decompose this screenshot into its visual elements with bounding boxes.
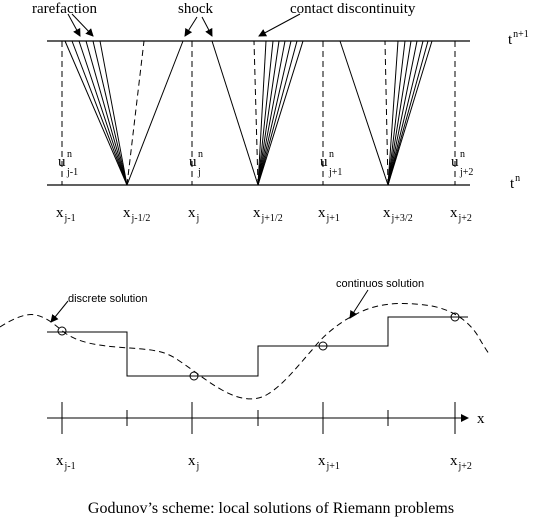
- rarefaction-ray: [257, 40, 298, 186]
- time-superscript: n: [515, 173, 520, 184]
- rarefaction-ray: [71, 40, 128, 186]
- u-label: u n j+2: [451, 149, 473, 178]
- x-label: xj-1/2: [123, 205, 150, 224]
- contact-pointer: [258, 13, 301, 37]
- x-label: xj+1: [318, 453, 340, 472]
- svg-text:u: u: [58, 154, 66, 170]
- discrete-solution-steps: [47, 316, 468, 377]
- svg-text:n: n: [67, 149, 72, 160]
- rarefaction-ray: [257, 40, 267, 186]
- label-discrete-solution: discrete solution: [68, 293, 148, 305]
- rarefaction-ray: [99, 40, 128, 186]
- shock-pointer: [201, 16, 213, 37]
- label-continuous-solution: continuos solution: [336, 278, 424, 290]
- rarefaction-ray: [78, 40, 128, 186]
- contact-line: [253, 40, 259, 186]
- u-label: u n j: [189, 149, 203, 178]
- rarefaction-ray: [257, 40, 292, 186]
- bottom-panel: discrete solution continuos solution x x…: [0, 278, 491, 472]
- x-label: xj: [188, 453, 199, 472]
- shock-line: [211, 40, 259, 186]
- wave-fan-j-1-2: [64, 40, 184, 186]
- svg-text:j+1: j+1: [328, 167, 342, 178]
- rarefaction-ray: [387, 40, 433, 186]
- rarefaction-pointer: [67, 13, 81, 37]
- x-label: xj+2: [450, 453, 472, 472]
- continuous-solution-curve: [0, 302, 491, 400]
- label-time-upper: tn+1: [508, 29, 529, 48]
- wave-fan-j+3-2: [339, 40, 433, 186]
- top-panel: rarefaction shock contact discontinuity …: [32, 1, 529, 224]
- svg-text:n: n: [460, 149, 465, 160]
- x-label: xj-1: [56, 205, 76, 224]
- sample-point: [450, 312, 460, 322]
- wave-fan-j+1-2: [211, 40, 304, 186]
- label-contact-discontinuity: contact discontinuity: [290, 1, 416, 17]
- u-label: u n j-1: [58, 149, 78, 178]
- rarefaction-ray: [92, 40, 128, 186]
- time-superscript: n+1: [513, 29, 529, 40]
- discrete-solution-pointer: [50, 300, 69, 323]
- label-time-lower: tn: [510, 173, 520, 192]
- x-label: xj+1: [318, 205, 340, 224]
- svg-text:u: u: [451, 154, 459, 170]
- rarefaction-ray: [387, 40, 424, 186]
- svg-text:u: u: [189, 154, 197, 170]
- rarefaction-ray: [387, 40, 399, 186]
- label-rarefaction: rarefaction: [32, 1, 97, 17]
- time-base: t: [510, 176, 515, 192]
- x-label: xj+2: [450, 205, 472, 224]
- x-label: xj-1: [56, 453, 76, 472]
- contact-line: [126, 40, 145, 186]
- rarefaction-ray: [257, 40, 280, 186]
- shock-line: [126, 40, 184, 186]
- sample-point: [189, 371, 199, 381]
- u-label: u n j+1: [320, 149, 342, 178]
- x-label: xj+3/2: [383, 205, 413, 224]
- rarefaction-ray: [387, 40, 418, 186]
- svg-text:j: j: [197, 167, 201, 178]
- svg-text:j+2: j+2: [459, 167, 473, 178]
- rarefaction-ray: [387, 40, 429, 186]
- sample-point: [57, 326, 67, 336]
- rarefaction-ray: [257, 40, 304, 186]
- svg-text:j-1: j-1: [66, 167, 78, 178]
- rarefaction-ray: [85, 40, 128, 186]
- rarefaction-ray: [387, 40, 406, 186]
- x-label: xj: [188, 205, 199, 224]
- shock-line: [339, 40, 389, 186]
- continuous-solution-pointer: [349, 289, 369, 319]
- svg-text:n: n: [329, 149, 334, 160]
- svg-text:u: u: [320, 154, 328, 170]
- shock-pointer: [184, 16, 198, 37]
- label-shock: shock: [178, 1, 213, 17]
- x-label: xj+1/2: [253, 205, 283, 224]
- figure-caption: Godunov’s scheme: local solutions of Rie…: [88, 500, 454, 517]
- rarefaction-ray: [257, 40, 286, 186]
- sample-point: [318, 341, 328, 351]
- rarefaction-ray: [257, 40, 274, 186]
- svg-text:n: n: [198, 149, 203, 160]
- time-base: t: [508, 32, 513, 48]
- rarefaction-ray: [64, 40, 128, 186]
- rarefaction-pointer: [71, 13, 94, 37]
- contact-line: [384, 40, 389, 186]
- rarefaction-ray: [387, 40, 412, 186]
- x-axis-label: x: [477, 411, 485, 427]
